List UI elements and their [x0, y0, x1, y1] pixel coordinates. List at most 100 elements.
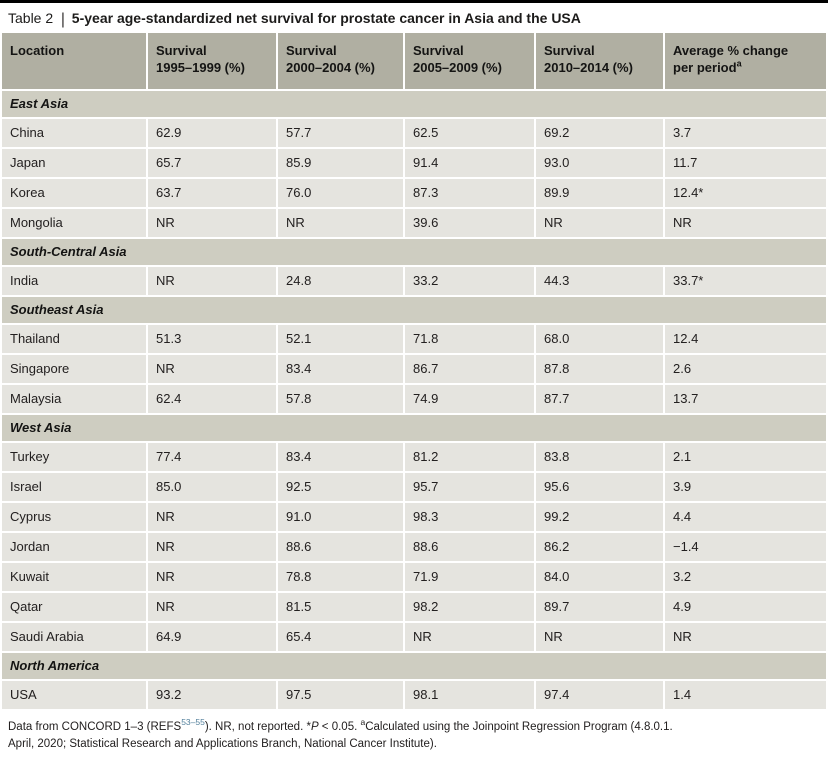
value-cell: 81.2	[405, 443, 534, 471]
value-cell: 33.7*	[665, 267, 826, 295]
value-cell: 57.8	[278, 385, 403, 413]
column-header-label: Survival	[286, 43, 337, 58]
column-header-survival-2005-2009: Survival 2005–2009 (%)	[405, 33, 534, 89]
footnote-text: Calculated using the Joinpoint Regressio…	[365, 721, 673, 733]
section-header-label: North America	[2, 653, 826, 679]
value-cell: 86.2	[536, 533, 663, 561]
column-header-label: Survival	[413, 43, 464, 58]
survival-table: Location Survival 1995–1999 (%) Survival…	[0, 31, 828, 711]
value-cell: 89.7	[536, 593, 663, 621]
value-cell: 68.0	[536, 325, 663, 353]
value-cell: 65.4	[278, 623, 403, 651]
value-cell: 93.2	[148, 681, 276, 709]
table-title: Table 2 | 5-year age-standardized net surv…	[0, 3, 828, 31]
value-cell: NR	[148, 503, 276, 531]
value-cell: 95.6	[536, 473, 663, 501]
table-title-text: 5-year age-standardized net survival for…	[71, 10, 581, 26]
value-cell: 91.0	[278, 503, 403, 531]
location-cell: Turkey	[2, 443, 146, 471]
value-cell: 88.6	[278, 533, 403, 561]
value-cell: 83.4	[278, 355, 403, 383]
location-cell: China	[2, 119, 146, 147]
table-row: India NR 24.8 33.2 44.3 33.7*	[2, 267, 826, 295]
location-cell: Qatar	[2, 593, 146, 621]
section-header-row: Southeast Asia	[2, 297, 826, 323]
value-cell: 89.9	[536, 179, 663, 207]
value-cell: 87.3	[405, 179, 534, 207]
location-cell: Kuwait	[2, 563, 146, 591]
column-header-survival-2000-2004: Survival 2000–2004 (%)	[278, 33, 403, 89]
value-cell: 13.7	[665, 385, 826, 413]
value-cell: 98.2	[405, 593, 534, 621]
table-row: Mongolia NR NR 39.6 NR NR	[2, 209, 826, 237]
footnote-italic-text: P	[310, 721, 319, 733]
value-cell: 84.0	[536, 563, 663, 591]
table-row: Singapore NR 83.4 86.7 87.8 2.6	[2, 355, 826, 383]
value-cell: 63.7	[148, 179, 276, 207]
table-row: Kuwait NR 78.8 71.9 84.0 3.2	[2, 563, 826, 591]
column-header-label: Survival	[544, 43, 595, 58]
column-header-label: Average % change	[673, 43, 789, 58]
value-cell: 93.0	[536, 149, 663, 177]
value-cell: 4.4	[665, 503, 826, 531]
value-cell: 44.3	[536, 267, 663, 295]
value-cell: 69.2	[536, 119, 663, 147]
column-header-location: Location	[2, 33, 146, 89]
value-cell: NR	[536, 623, 663, 651]
value-cell: 65.7	[148, 149, 276, 177]
value-cell: 87.8	[536, 355, 663, 383]
value-cell: 98.3	[405, 503, 534, 531]
location-cell: Jordan	[2, 533, 146, 561]
table-row: Turkey 77.4 83.4 81.2 83.8 2.1	[2, 443, 826, 471]
footnote-text: Data from CONCORD 1–3 (REFS	[8, 721, 182, 733]
value-cell: NR	[665, 623, 826, 651]
table-row: USA 93.2 97.5 98.1 97.4 1.4	[2, 681, 826, 709]
value-cell: 52.1	[278, 325, 403, 353]
value-cell: 85.9	[278, 149, 403, 177]
table-number: Table 2	[8, 10, 54, 26]
value-cell: 71.9	[405, 563, 534, 591]
value-cell: 3.7	[665, 119, 826, 147]
column-header-survival-2010-2014: Survival 2010–2014 (%)	[536, 33, 663, 89]
location-cell: Thailand	[2, 325, 146, 353]
section-header-label: South-Central Asia	[2, 239, 826, 265]
value-cell: 92.5	[278, 473, 403, 501]
footnote-marker: a	[360, 717, 366, 728]
value-cell: 86.7	[405, 355, 534, 383]
value-cell: NR	[148, 563, 276, 591]
value-cell: NR	[148, 593, 276, 621]
location-cell: Japan	[2, 149, 146, 177]
column-header-label: Location	[10, 43, 65, 58]
value-cell: 11.7	[665, 149, 826, 177]
column-header-label: Survival	[156, 43, 207, 58]
footnote-text: < 0.05.	[318, 721, 361, 733]
reference-link[interactable]: 53–55	[181, 717, 205, 728]
value-cell: NR	[405, 623, 534, 651]
section-header-row: North America	[2, 653, 826, 679]
location-cell: Malaysia	[2, 385, 146, 413]
value-cell: 62.5	[405, 119, 534, 147]
value-cell: 91.4	[405, 149, 534, 177]
table-row: Korea 63.7 76.0 87.3 89.9 12.4*	[2, 179, 826, 207]
table-row: Saudi Arabia 64.9 65.4 NR NR NR	[2, 623, 826, 651]
value-cell: 1.4	[665, 681, 826, 709]
value-cell: 51.3	[148, 325, 276, 353]
table-row: Qatar NR 81.5 98.2 89.7 4.9	[2, 593, 826, 621]
value-cell: 39.6	[405, 209, 534, 237]
value-cell: 81.5	[278, 593, 403, 621]
section-header-row: East Asia	[2, 91, 826, 117]
location-cell: Cyprus	[2, 503, 146, 531]
section-header-label: East Asia	[2, 91, 826, 117]
value-cell: 97.4	[536, 681, 663, 709]
section-header-row: South-Central Asia	[2, 239, 826, 265]
value-cell: 77.4	[148, 443, 276, 471]
location-cell: Saudi Arabia	[2, 623, 146, 651]
value-cell: 78.8	[278, 563, 403, 591]
location-cell: Korea	[2, 179, 146, 207]
footnote-text: April, 2020; Statistical Research and Ap…	[8, 737, 437, 750]
value-cell: −1.4	[665, 533, 826, 561]
value-cell: 2.6	[665, 355, 826, 383]
value-cell: 83.4	[278, 443, 403, 471]
value-cell: 12.4*	[665, 179, 826, 207]
table-row: Thailand 51.3 52.1 71.8 68.0 12.4	[2, 325, 826, 353]
